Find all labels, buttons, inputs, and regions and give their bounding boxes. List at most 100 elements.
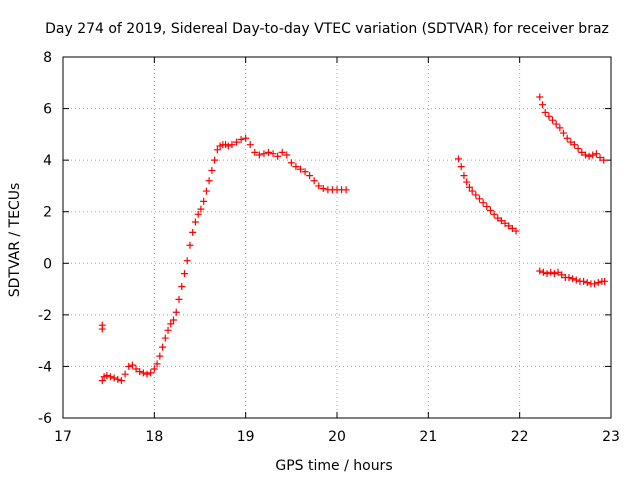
- data-point: [567, 138, 575, 146]
- data-point: [569, 275, 577, 283]
- x-tick-label: 19: [237, 429, 255, 445]
- data-point: [601, 277, 609, 285]
- data-point: [170, 316, 178, 324]
- data-point: [246, 141, 254, 149]
- data-point: [536, 267, 544, 275]
- data-point: [114, 375, 122, 383]
- data-point: [468, 187, 476, 195]
- data-point: [457, 163, 465, 171]
- data-point: [167, 320, 175, 328]
- data-point: [183, 257, 191, 265]
- data-point: [117, 377, 125, 385]
- data-point: [139, 369, 147, 377]
- data-point: [194, 210, 202, 218]
- data-point: [543, 270, 551, 278]
- data-point: [591, 280, 599, 288]
- data-point: [581, 151, 589, 159]
- data-point: [98, 377, 106, 385]
- data-point: [296, 165, 304, 173]
- data-point: [589, 151, 597, 159]
- y-axis-label: SDTVAR / TECUs: [7, 183, 23, 298]
- data-point: [292, 163, 300, 171]
- data-point: [202, 187, 210, 195]
- data-point: [578, 148, 586, 156]
- data-point: [596, 154, 604, 162]
- data-point: [242, 134, 250, 142]
- data-point: [233, 138, 241, 146]
- data-point: [594, 279, 602, 287]
- data-point: [153, 360, 161, 368]
- data-point: [547, 268, 555, 276]
- data-point: [552, 120, 560, 128]
- series-segment-3: [536, 93, 608, 164]
- data-point: [200, 197, 208, 205]
- data-point: [565, 273, 573, 281]
- data-point: [278, 148, 286, 156]
- data-point: [306, 172, 314, 180]
- data-point: [592, 150, 600, 158]
- y-tick-label: 8: [43, 50, 52, 66]
- data-point: [224, 142, 232, 150]
- data-point: [301, 168, 309, 176]
- data-point: [486, 206, 494, 214]
- data-point: [147, 369, 155, 377]
- data-point: [315, 182, 323, 190]
- data-point: [265, 148, 272, 156]
- data-point: [545, 112, 553, 120]
- data-point: [319, 185, 327, 193]
- data-point: [539, 268, 547, 276]
- data-point: [156, 352, 164, 360]
- data-point: [556, 124, 564, 132]
- x-axis-label: GPS time / hours: [275, 458, 392, 474]
- data-point: [539, 101, 546, 109]
- data-point: [180, 270, 188, 278]
- data-point: [172, 308, 180, 316]
- data-point: [125, 362, 133, 370]
- data-point: [175, 295, 183, 303]
- chart-title: Day 274 of 2019, Sidereal Day-to-day VTE…: [45, 21, 609, 37]
- data-point: [251, 148, 259, 156]
- data-point: [479, 199, 487, 207]
- data-point: [110, 374, 118, 382]
- y-tick-label: -4: [38, 359, 52, 375]
- data-point: [583, 279, 591, 287]
- data-point: [106, 373, 114, 381]
- data-point: [541, 108, 549, 116]
- series-segment-4: [536, 267, 609, 288]
- data-marks: [98, 93, 609, 385]
- data-point: [490, 210, 498, 218]
- data-point: [208, 166, 216, 174]
- x-tick-label: 23: [602, 429, 620, 445]
- data-point: [255, 151, 263, 159]
- axes: 17 18 19 20 21 22 23 -6 -4 -2 0 2 4 6 8: [38, 50, 620, 445]
- data-point: [283, 151, 291, 159]
- data-point: [472, 191, 480, 199]
- data-point: [512, 227, 520, 235]
- data-point: [191, 218, 199, 226]
- x-tick-label: 22: [511, 429, 529, 445]
- data-point: [585, 152, 593, 160]
- data-point: [570, 141, 578, 149]
- data-point: [310, 177, 318, 185]
- x-tick-label: 21: [419, 429, 437, 445]
- data-point: [558, 271, 566, 279]
- data-point: [121, 370, 129, 378]
- data-point: [274, 152, 282, 160]
- data-point: [205, 177, 213, 185]
- data-point: [454, 155, 462, 163]
- data-point: [159, 343, 167, 351]
- data-point: [178, 282, 186, 290]
- data-point: [260, 150, 268, 158]
- data-point: [197, 205, 205, 213]
- data-point: [497, 217, 505, 225]
- data-point: [98, 325, 106, 333]
- data-point: [237, 136, 245, 144]
- data-point: [501, 219, 509, 227]
- data-point: [505, 222, 513, 230]
- y-tick-label: 0: [43, 256, 52, 272]
- y-tick-label: 4: [43, 153, 52, 169]
- series-segment-2: [454, 155, 520, 235]
- data-point: [560, 129, 568, 137]
- data-point: [465, 183, 473, 191]
